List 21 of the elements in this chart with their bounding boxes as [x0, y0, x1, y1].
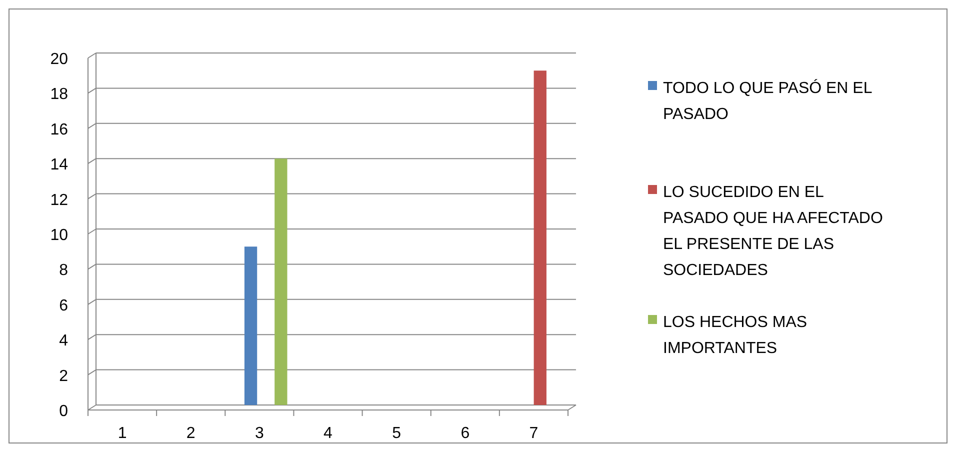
y-tick-label: 8 — [59, 262, 68, 280]
y-tick-label: 0 — [59, 403, 68, 420]
y-tick-label: 14 — [50, 156, 68, 174]
y-tick-label: 16 — [50, 121, 68, 138]
legend-label: TODO LO QUE PASÓ EN EL PASADO — [663, 79, 872, 123]
legend-label: LO SUCEDIDO EN EL PASADO QUE HA AFECTADO EL PRESENTE DE LAS SOCIEDADES — [663, 184, 883, 279]
x-tick-label: 3 — [254, 425, 264, 442]
x-tick-label: 1 — [118, 425, 127, 442]
y-tick-label: 6 — [59, 297, 68, 314]
x-tick-label: 2 — [186, 425, 196, 442]
y-tick-label: 12 — [50, 192, 68, 209]
y-tick-label: 10 — [50, 227, 68, 244]
x-tick-label: 4 — [324, 425, 333, 442]
x-tick-label: 7 — [529, 425, 538, 442]
legend-label: LOS HECHOS MAS IMPORTANTES — [663, 314, 808, 357]
x-tick-label: 5 — [392, 425, 402, 442]
y-tick-label: 18 — [50, 86, 68, 104]
x-tick-label: 6 — [460, 425, 470, 442]
y-tick-label: 2 — [59, 368, 68, 385]
y-tick-label: 4 — [59, 332, 68, 350]
y-tick-label: 20 — [50, 51, 68, 68]
